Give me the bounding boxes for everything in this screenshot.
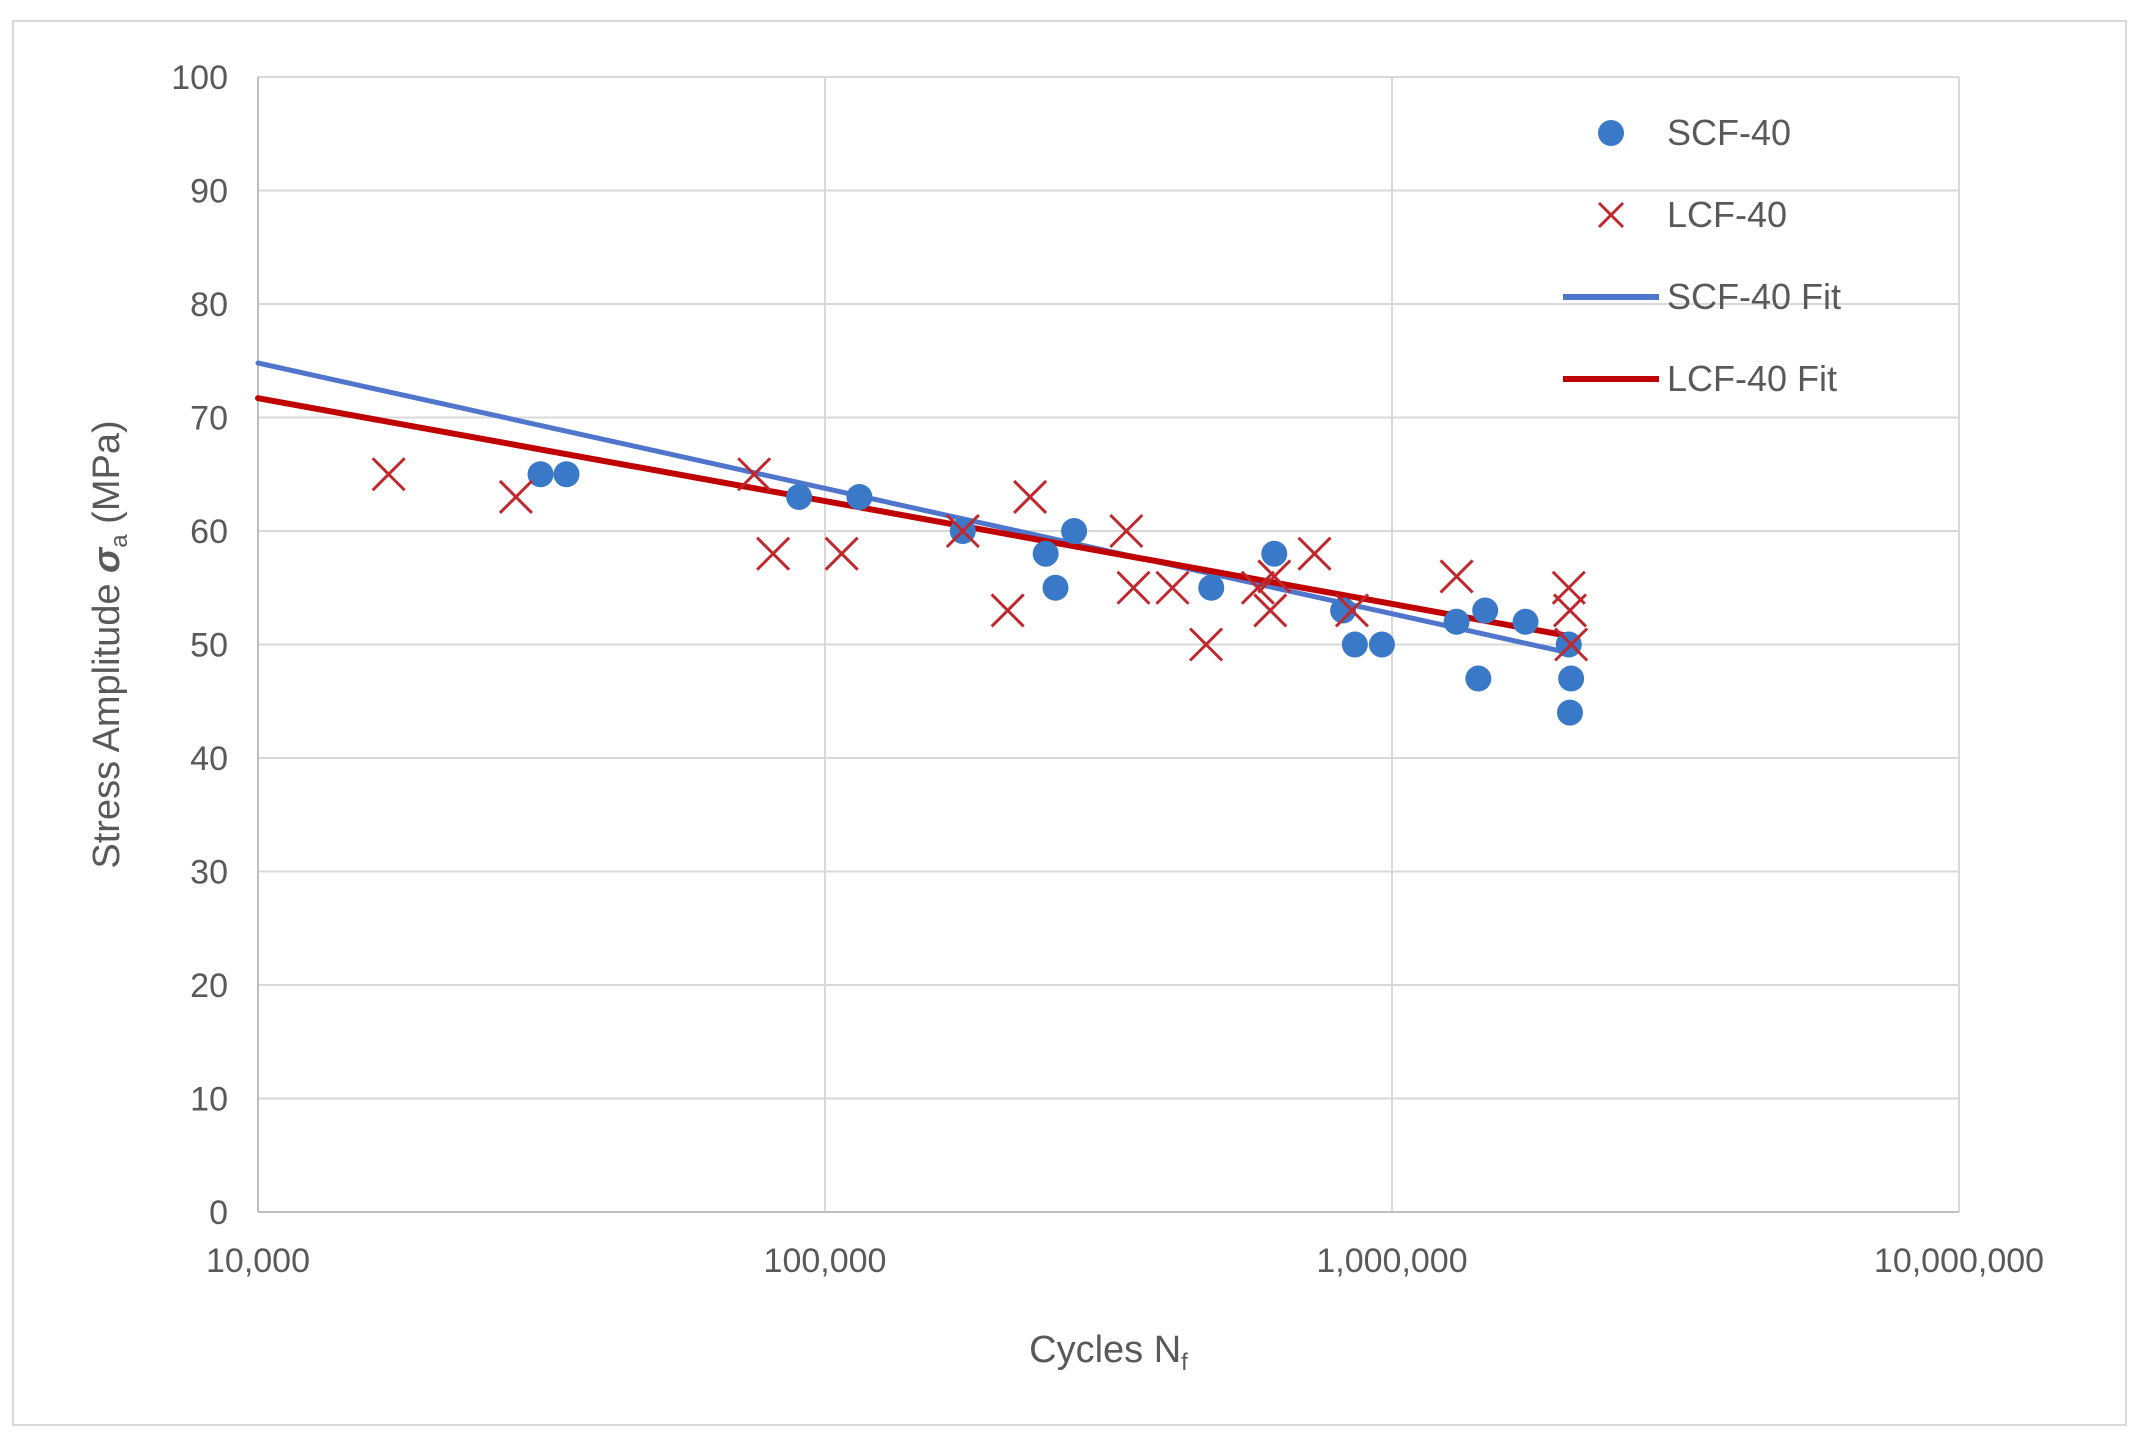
x-marker-stroke: [1013, 479, 1048, 515]
x-marker-stroke: [1189, 627, 1224, 662]
x-marker-stroke: [737, 457, 772, 492]
x-marker-stroke: [1439, 559, 1474, 594]
lcf-40-point: [1189, 627, 1224, 662]
lcf-40-point: [498, 479, 533, 515]
data-markers: [371, 457, 1589, 726]
lcf-40-point: [945, 513, 980, 549]
y-tick-label: 50: [190, 627, 228, 665]
fit-lines: [255, 360, 1576, 657]
legend-label-scf-40: SCF-40: [1667, 112, 1791, 153]
x-marker-stroke: [756, 536, 791, 571]
y-tick-label: 40: [190, 740, 228, 778]
lcf-40-point: [1554, 627, 1589, 662]
legend-marker-lcf-40: [1597, 201, 1625, 229]
scf-40-point: [553, 461, 580, 488]
x-marker-stroke: [1109, 513, 1144, 549]
x-marker-stroke: [1155, 570, 1190, 605]
lcf-40-point: [1155, 570, 1190, 605]
scf-40-point: [1330, 597, 1357, 624]
scf-40-point: [1061, 518, 1088, 544]
legend-label-lcf-40-fit: LCF-40 Fit: [1667, 358, 1837, 399]
legend: SCF-40 LCF-40 SCF-40 Fit LCF-40 Fit: [1563, 112, 1841, 399]
gridlines: [258, 76, 1960, 1212]
chart-frame: 0 10 20 30 40 50 60 70 80 90 100 10,000 100,000 1,000…: [12, 20, 2127, 1426]
x-marker-stroke: [1116, 570, 1151, 605]
scf-40-point: [1042, 574, 1069, 601]
scf-40-point: [527, 461, 554, 488]
scf-40-point: [1555, 631, 1582, 658]
y-tick-label: 20: [190, 967, 228, 1005]
x-marker-stroke: [1552, 593, 1588, 628]
lcf-40-point: [371, 457, 406, 492]
x-marker-stroke: [1334, 593, 1370, 628]
scf-40-point: [1368, 631, 1395, 658]
x-tick-label: 100,000: [764, 1242, 887, 1280]
scf-40-point: [786, 483, 813, 510]
lcf-40-point: [990, 593, 1025, 628]
scf-40-point: [1198, 574, 1225, 601]
lcf-40-point: [1552, 593, 1588, 628]
lcf-40-point: [1334, 593, 1370, 628]
scf-40-point: [1465, 665, 1492, 692]
lcf-40-point: [1297, 536, 1332, 571]
x-marker-stroke: [1297, 536, 1332, 571]
x-marker-stroke: [1240, 570, 1275, 605]
scf-40-point: [1556, 699, 1583, 726]
x-marker-stroke: [1597, 201, 1625, 229]
y-tick-label: 90: [190, 173, 228, 211]
chart-svg: 0 10 20 30 40 50 60 70 80 90 100 10,000 100,000 1,000…: [86, 59, 2044, 1376]
scf-40-point: [1512, 608, 1539, 635]
lcf-40-point: [756, 536, 791, 571]
lcf-40-point: [1109, 513, 1144, 549]
scf-40-point: [1032, 540, 1059, 567]
y-tick-label: 80: [190, 286, 228, 324]
x-tick-label: 10,000: [206, 1242, 310, 1280]
x-tick-label: 1,000,000: [1316, 1242, 1467, 1280]
lcf-40-point: [1253, 593, 1288, 628]
legend-label-scf-40-fit: SCF-40 Fit: [1667, 276, 1841, 317]
legend-label-lcf-40: LCF-40: [1667, 194, 1787, 235]
x-marker-stroke: [371, 457, 406, 492]
lcf-40-point: [1257, 559, 1292, 594]
y-axis-title: Stress Amplitude σa (MPa): [86, 420, 133, 868]
lcf-40-point: [1439, 559, 1474, 594]
x-marker-stroke: [1554, 627, 1589, 662]
y-tick-label: 100: [171, 59, 228, 97]
lcf-40-point: [1240, 570, 1275, 605]
lcf-40-point: [824, 536, 859, 571]
x-tick-label: 10,000,000: [1874, 1242, 2044, 1280]
axes: 0 10 20 30 40 50 60 70 80 90 100 10,000 100,000 1,000…: [171, 59, 2044, 1280]
y-tick-label: 30: [190, 854, 228, 892]
scf-40-point: [1472, 597, 1499, 624]
scf-40-point: [1443, 608, 1470, 635]
legend-marker-scf-40: [1598, 120, 1624, 146]
y-tick-label: 0: [209, 1194, 228, 1232]
x-marker-stroke: [824, 536, 859, 571]
lcf-40-fit-line: [255, 395, 1576, 640]
x-marker-stroke: [990, 593, 1025, 628]
x-marker-stroke: [498, 479, 533, 515]
scf-40-point: [1261, 540, 1288, 567]
x-marker-stroke: [1257, 559, 1292, 594]
scf-40-point: [1341, 631, 1368, 658]
x-axis-title: Cycles Nf: [1029, 1329, 1188, 1376]
y-tick-label: 60: [190, 513, 228, 551]
y-tick-label: 10: [190, 1081, 228, 1119]
lcf-40-point: [737, 457, 772, 492]
scf-40-fit-line: [255, 360, 1575, 657]
scf-40-point: [1558, 665, 1585, 692]
scf-40-point: [846, 483, 873, 510]
x-marker-stroke: [1253, 593, 1288, 628]
lcf-40-point: [1116, 570, 1151, 605]
lcf-40-point: [1013, 479, 1048, 515]
x-marker-stroke: [945, 513, 980, 549]
y-tick-label: 70: [190, 400, 228, 438]
